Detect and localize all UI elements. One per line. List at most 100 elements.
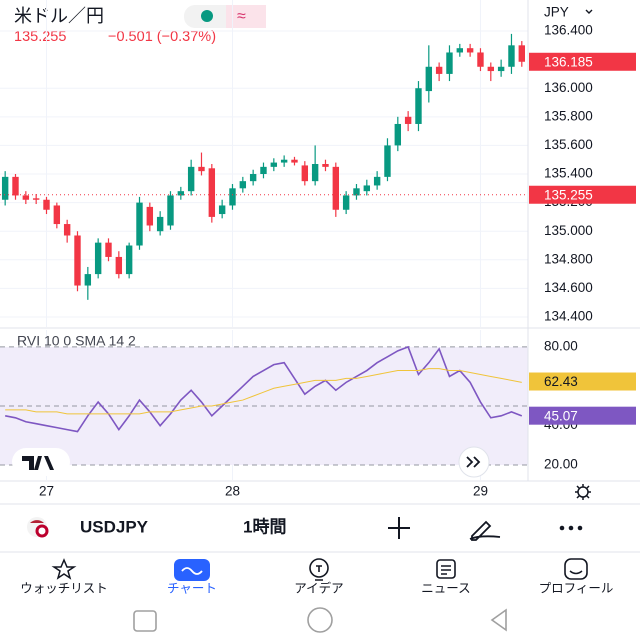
candle-body	[477, 52, 484, 67]
x-tick-label: 27	[39, 484, 54, 499]
candle-body	[466, 48, 474, 53]
nav-label[interactable]: プロフィール	[539, 581, 614, 595]
nav-label[interactable]: ニュース	[421, 581, 470, 595]
indicator-line	[5, 368, 522, 415]
candle-body	[508, 45, 515, 67]
settings-icon-teeth	[575, 484, 591, 500]
more-icon[interactable]	[559, 525, 583, 531]
candle-body	[146, 206, 154, 226]
flag-us	[30, 520, 44, 523]
indicator-value-label-box	[529, 406, 636, 425]
y-tick-label: 135.000	[544, 223, 593, 238]
y-tick-label: 136.000	[544, 80, 593, 95]
candle-body	[198, 166, 205, 172]
indicator-title[interactable]: RVI 10 0 SMA 14 2	[17, 333, 136, 349]
toolbar-interval[interactable]: 1時間	[243, 516, 286, 536]
toolbar-symbol[interactable]: USDJPY	[80, 517, 149, 536]
status-pill-half	[226, 5, 266, 28]
candle-body	[332, 166, 340, 210]
candle-body	[373, 176, 381, 186]
y-tick-label: 135.400	[544, 166, 593, 181]
candle-body	[280, 159, 288, 163]
candle-body	[249, 174, 257, 182]
x-tick-label: 29	[473, 484, 488, 499]
header-change: −0.501 (−0.37%)	[108, 29, 216, 45]
home-button[interactable]	[307, 607, 333, 633]
candle-body	[291, 159, 298, 163]
candle-body	[63, 224, 71, 236]
candle-body	[497, 66, 505, 72]
profile-icon[interactable]	[564, 558, 588, 580]
candle-body	[260, 166, 267, 175]
indicator-value-label-box	[529, 372, 636, 391]
candle-body	[415, 88, 422, 124]
candle-body	[177, 191, 185, 196]
symbol-title: 米ドル／円	[14, 6, 104, 26]
candle-body	[43, 199, 50, 210]
candle-body	[208, 168, 216, 217]
candle-body	[115, 256, 123, 275]
currency-label[interactable]: JPY	[544, 5, 569, 20]
settings-icon[interactable]	[577, 486, 589, 498]
price-line-label-box	[529, 185, 636, 204]
add-icon[interactable]	[388, 517, 410, 539]
back-button[interactable]	[490, 608, 507, 632]
draw-icon[interactable]	[469, 520, 501, 541]
candle-body	[125, 245, 133, 275]
recent-apps-button[interactable]	[133, 610, 157, 632]
scroll-icon	[466, 456, 481, 468]
y-tick-label: 20.00	[544, 457, 578, 472]
candle-body	[487, 66, 495, 72]
market-open-dot	[201, 10, 213, 22]
candle-body	[187, 166, 195, 192]
nav-label[interactable]: アイデア	[294, 580, 343, 595]
candle-body	[322, 164, 329, 167]
candle-body	[384, 145, 391, 177]
candle-body	[218, 205, 226, 215]
candle-body	[363, 185, 371, 192]
candle-body	[446, 52, 453, 74]
candle-body	[229, 188, 236, 206]
y-tick-label: 80.00	[544, 338, 578, 353]
candle-body	[32, 198, 40, 200]
candle-body	[425, 66, 433, 92]
last-price-label-box	[529, 52, 636, 71]
ideas-icon[interactable]	[309, 558, 329, 578]
news-icon-lines	[441, 565, 451, 575]
candle-body	[435, 66, 443, 74]
flag-jp	[35, 524, 49, 538]
candle-body	[94, 242, 102, 275]
y-tick-label: 134.800	[544, 251, 593, 266]
price-line-label: 135.255	[544, 187, 593, 202]
candle-body	[518, 45, 526, 62]
news-icon[interactable]	[436, 559, 456, 579]
last-price-label: 136.185	[544, 54, 593, 69]
y-tick-label: 134.400	[544, 309, 593, 324]
nav-label[interactable]: ウォッチリスト	[20, 581, 108, 595]
candle-body	[156, 216, 164, 232]
nav-label[interactable]: チャート	[167, 581, 217, 595]
candle-body	[53, 205, 61, 225]
candle-body	[1, 176, 9, 200]
wave-icon: ≈	[237, 8, 246, 25]
candle-body	[136, 202, 143, 246]
logo-badge	[12, 448, 70, 476]
candle-body	[239, 181, 247, 189]
scroll-button[interactable]	[458, 446, 490, 478]
candle-body	[311, 164, 319, 182]
watchlist-icon[interactable]	[51, 558, 77, 580]
candle-body	[342, 195, 350, 210]
chart-tab-wave	[181, 567, 203, 575]
candle-body	[84, 274, 92, 286]
candle-body	[456, 48, 464, 53]
candle-body	[74, 235, 81, 286]
candle-body	[270, 162, 278, 167]
ideas-icon-detail	[315, 565, 323, 581]
candle-body	[353, 188, 360, 196]
candle-body	[22, 195, 30, 200]
y-tick-label: 135.600	[544, 137, 593, 152]
currency-caret	[585, 9, 593, 14]
x-tick-label: 28	[225, 484, 240, 499]
